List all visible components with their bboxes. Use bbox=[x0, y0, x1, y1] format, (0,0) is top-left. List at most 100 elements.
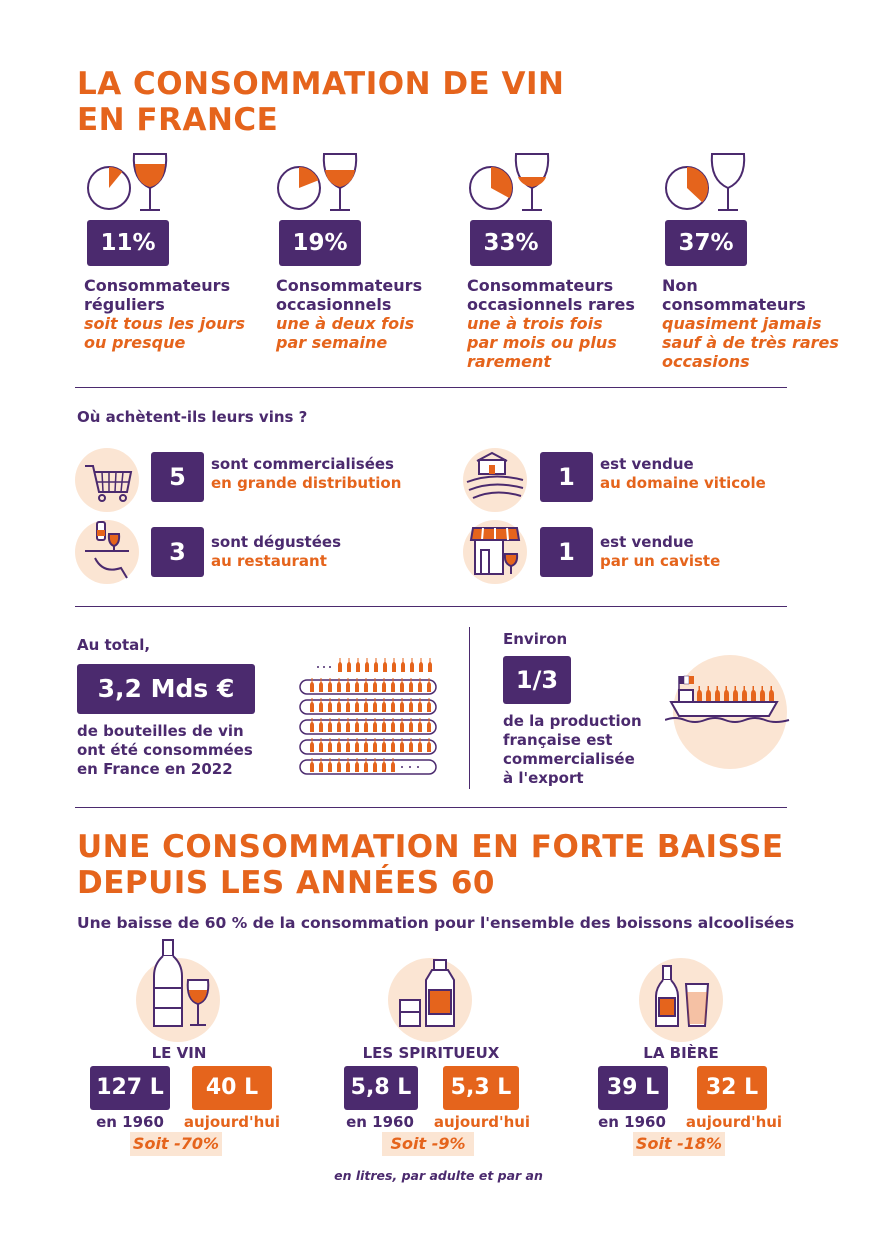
export-intro: Environ bbox=[503, 630, 568, 648]
purchase-line: en grande distribution bbox=[211, 474, 402, 492]
export-line: à l'export bbox=[503, 769, 584, 787]
page-title-line1: LA CONSOMMATION DE VIN bbox=[77, 66, 565, 102]
profile-occasional bbox=[276, 150, 466, 219]
bottle-rows-icon bbox=[299, 658, 437, 775]
purchase-question: Où achètent-ils leurs vins ? bbox=[77, 408, 308, 426]
purchase-line: par un caviste bbox=[600, 552, 721, 570]
profile-non bbox=[664, 150, 854, 219]
profile-non-pct: 37% bbox=[665, 220, 747, 266]
purchase-count: 1 bbox=[540, 527, 593, 577]
pie-and-glass-icon bbox=[87, 153, 168, 211]
footnote: en litres, par adulte et par an bbox=[334, 1168, 543, 1183]
section2-subtitle: Une baisse de 60 % de la consommation po… bbox=[77, 914, 795, 932]
pie-and-glass-icon bbox=[277, 153, 358, 211]
purchase-count: 5 bbox=[151, 452, 204, 502]
export-line: française est bbox=[503, 731, 613, 749]
divider bbox=[75, 807, 787, 808]
profile-label: Consommateurs bbox=[84, 276, 231, 295]
drink-now-value: 40 L bbox=[192, 1066, 272, 1110]
purchase-count: 1 bbox=[540, 452, 593, 502]
export-line: commercialisée bbox=[503, 750, 635, 768]
drink-1960-label: en 1960 bbox=[96, 1113, 164, 1131]
profile-label: consommateurs bbox=[662, 295, 806, 314]
drink-name-label: LA BIÈRE bbox=[643, 1044, 719, 1062]
profile-detail: par mois ou plus bbox=[467, 333, 617, 352]
purchase-line: au restaurant bbox=[211, 552, 327, 570]
section2-title-line2: DEPUIS LES ANNÉES 60 bbox=[77, 865, 495, 901]
total-value: 3,2 Mds € bbox=[77, 664, 255, 714]
wine-bottle-glass-icon bbox=[153, 939, 210, 1027]
drink-now-label: aujourd'hui bbox=[685, 1113, 783, 1131]
drink-name-label: LE VIN bbox=[151, 1044, 207, 1062]
profile-detail: ou presque bbox=[84, 333, 186, 352]
cart-icon bbox=[75, 448, 139, 512]
drink-now-value: 32 L bbox=[697, 1066, 767, 1110]
profile-label: Consommateurs bbox=[276, 276, 423, 295]
profile-label: Non bbox=[662, 276, 698, 295]
drink-change: Soit -18% bbox=[635, 1134, 723, 1153]
section2-title: UNE CONSOMMATION EN FORTE BAISSE DEPUIS … bbox=[77, 829, 784, 901]
purchase-count: 3 bbox=[151, 527, 204, 577]
beer-bottle-glass-icon bbox=[655, 965, 710, 1027]
spirits-bottle-glass-icon bbox=[399, 959, 455, 1027]
beer-circle bbox=[639, 958, 723, 1042]
drink-1960-value: 127 L bbox=[90, 1066, 170, 1110]
drink-name-label: LES SPIRITUEUX bbox=[362, 1044, 500, 1062]
drink-name: LA BIÈRE bbox=[593, 1043, 769, 1063]
export-text: de la production française est commercia… bbox=[503, 712, 642, 788]
drink-change: Soit -70% bbox=[132, 1134, 220, 1153]
divider bbox=[75, 387, 787, 388]
purchase-line: sont commercialisées bbox=[211, 455, 394, 473]
purchase-line: sont dégustées bbox=[211, 533, 342, 551]
purchase-line: au domaine viticole bbox=[600, 474, 766, 492]
drink-now-label: aujourd'hui bbox=[183, 1113, 281, 1131]
pie-and-glass-icon bbox=[469, 153, 550, 211]
export-value: 1/3 bbox=[503, 656, 571, 704]
drink-name: LES SPIRITUEUX bbox=[343, 1043, 519, 1063]
wine-shop-icon bbox=[463, 520, 527, 584]
profile-detail: une à trois fois bbox=[467, 314, 603, 333]
profile-occasional-pct: 19% bbox=[279, 220, 361, 266]
change-highlight: Soit -18% bbox=[633, 1132, 725, 1156]
vertical-divider bbox=[469, 627, 470, 789]
section2-title-line1: UNE CONSOMMATION EN FORTE BAISSE bbox=[77, 829, 784, 865]
change-highlight: Soit -70% bbox=[130, 1132, 222, 1156]
purchase-text: sont commercialisées en grande distribut… bbox=[211, 455, 401, 493]
total-text: de bouteilles de vin ont été consommées … bbox=[77, 722, 253, 779]
purchase-line: est vendue bbox=[600, 455, 694, 473]
profile-detail: soit tous les jours bbox=[84, 314, 246, 333]
profile-non-text: Non consommateurs quasiment jamais sauf … bbox=[662, 276, 862, 371]
profile-rare bbox=[468, 150, 658, 219]
cargo-ship-icon bbox=[665, 675, 790, 723]
purchase-line: est vendue bbox=[600, 533, 694, 551]
profile-label: réguliers bbox=[84, 295, 165, 314]
total-line: ont été consommées bbox=[77, 741, 253, 759]
total-line: de bouteilles de vin bbox=[77, 722, 244, 740]
drink-now-value: 5,3 L bbox=[443, 1066, 519, 1110]
waiter-tray-icon bbox=[75, 520, 139, 584]
purchase-text: est vendue par un caviste bbox=[600, 533, 720, 571]
profile-regular-text: Consommateurs réguliers soit tous les jo… bbox=[84, 276, 274, 352]
profile-label: occasionnels rares bbox=[467, 295, 635, 314]
profile-label: occasionnels bbox=[276, 295, 392, 314]
page-title: LA CONSOMMATION DE VIN EN FRANCE bbox=[77, 66, 565, 138]
profile-detail: sauf à de très rares bbox=[662, 333, 839, 352]
drink-change: Soit -9% bbox=[390, 1134, 466, 1153]
profile-regular bbox=[86, 150, 276, 219]
profile-regular-pct: 11% bbox=[87, 220, 169, 266]
profile-rare-text: Consommateurs occasionnels rares une à t… bbox=[467, 276, 657, 371]
profile-detail: rarement bbox=[467, 352, 551, 371]
total-intro: Au total, bbox=[77, 636, 151, 654]
profile-detail: une à deux fois bbox=[276, 314, 415, 333]
drink-1960-value: 39 L bbox=[598, 1066, 668, 1110]
export-line: de la production bbox=[503, 712, 642, 730]
profile-label: Consommateurs bbox=[467, 276, 614, 295]
page-title-line2: EN FRANCE bbox=[77, 102, 279, 138]
purchase-text: est vendue au domaine viticole bbox=[600, 455, 766, 493]
total-line: en France en 2022 bbox=[77, 760, 233, 778]
drink-now-label: aujourd'hui bbox=[433, 1113, 531, 1131]
profile-occasional-text: Consommateurs occasionnels une à deux fo… bbox=[276, 276, 466, 352]
change-highlight: Soit -9% bbox=[382, 1132, 474, 1156]
purchase-text: sont dégustées au restaurant bbox=[211, 533, 341, 571]
vineyard-icon bbox=[463, 448, 527, 512]
